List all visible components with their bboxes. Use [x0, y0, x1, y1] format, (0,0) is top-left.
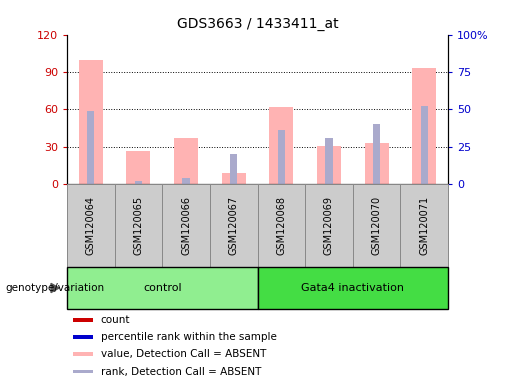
Text: GSM120071: GSM120071 — [419, 196, 429, 255]
Text: GSM120064: GSM120064 — [86, 196, 96, 255]
Bar — [413, 68, 436, 184]
FancyBboxPatch shape — [162, 184, 210, 267]
Text: value, Detection Call = ABSENT: value, Detection Call = ABSENT — [101, 349, 266, 359]
Bar — [365, 143, 388, 184]
FancyBboxPatch shape — [114, 184, 162, 267]
Bar — [182, 178, 190, 184]
Bar — [222, 173, 246, 184]
FancyBboxPatch shape — [73, 352, 93, 356]
FancyBboxPatch shape — [401, 184, 448, 267]
Text: GSM120069: GSM120069 — [324, 196, 334, 255]
FancyBboxPatch shape — [210, 184, 258, 267]
Bar — [269, 107, 293, 184]
Text: Gata4 inactivation: Gata4 inactivation — [301, 283, 404, 293]
Bar — [317, 146, 341, 184]
Text: count: count — [101, 314, 130, 325]
Text: control: control — [143, 283, 182, 293]
Text: GDS3663 / 1433411_at: GDS3663 / 1433411_at — [177, 17, 338, 31]
FancyBboxPatch shape — [67, 267, 258, 309]
FancyBboxPatch shape — [258, 184, 305, 267]
Bar — [373, 124, 380, 184]
FancyBboxPatch shape — [67, 184, 114, 267]
Bar — [278, 131, 285, 184]
Bar — [87, 111, 94, 184]
FancyBboxPatch shape — [353, 184, 401, 267]
FancyBboxPatch shape — [73, 318, 93, 322]
FancyBboxPatch shape — [73, 369, 93, 374]
FancyBboxPatch shape — [305, 184, 353, 267]
FancyBboxPatch shape — [258, 267, 448, 309]
Text: GSM120068: GSM120068 — [277, 196, 286, 255]
Text: GSM120066: GSM120066 — [181, 196, 191, 255]
Text: percentile rank within the sample: percentile rank within the sample — [101, 332, 277, 342]
Text: genotype/variation: genotype/variation — [5, 283, 104, 293]
Bar — [174, 138, 198, 184]
Text: GSM120070: GSM120070 — [372, 196, 382, 255]
Text: rank, Detection Call = ABSENT: rank, Detection Call = ABSENT — [101, 366, 261, 377]
FancyBboxPatch shape — [73, 335, 93, 339]
Text: GSM120065: GSM120065 — [133, 196, 143, 255]
Bar — [421, 106, 428, 184]
Bar — [325, 138, 333, 184]
Bar — [79, 60, 102, 184]
Bar — [230, 154, 237, 184]
Bar — [127, 151, 150, 184]
Bar — [135, 181, 142, 184]
Text: GSM120067: GSM120067 — [229, 196, 238, 255]
